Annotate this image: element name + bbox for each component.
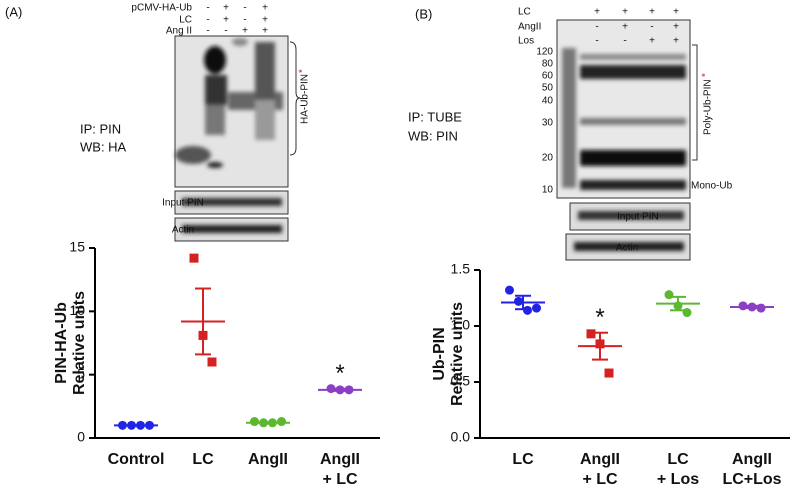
x-tick-label: LC [512,451,534,468]
data-point [505,285,514,295]
y-tick-label: 1.0 [451,317,471,333]
treatment-sign: + [673,22,679,33]
treatment-sign: + [622,22,628,33]
bracket [692,44,698,161]
bracket [289,41,301,156]
y-tick-label: 0.0 [451,429,471,445]
treatment-sign: + [242,26,248,37]
treatment-sign: - [206,26,209,37]
x-tick-label: AngII [580,451,620,468]
y-axis-label: Relative units [71,291,88,395]
x-tick-label: LC+Los [722,471,781,488]
treatment-sign: - [623,36,626,47]
mw-marker: 80 [542,59,554,70]
mw-marker: 30 [542,118,554,129]
treatment-sign: + [262,26,268,37]
blot-band [574,242,684,251]
blot-band [182,225,282,233]
treatment-sign: + [622,7,628,18]
mw-marker: 50 [542,83,554,94]
band-label: HA-Ub-PIN [300,74,311,124]
data-point [277,417,286,427]
treatment-label: AngII [518,22,541,33]
x-tick-label: Control [108,451,165,468]
data-point [250,417,259,427]
wb-label: WB: PIN [408,128,458,143]
y-tick-label: 0 [77,429,85,445]
x-tick-label: AngII [732,451,772,468]
y-axis-label: Relative units [449,302,466,406]
y-axis-label: PIN-HA-Ub [53,302,70,384]
treatment-sign: + [649,7,655,18]
data-point [523,305,532,315]
treatment-label: LC [518,7,531,18]
blot-bands [175,38,283,168]
treatment-sign: + [223,15,229,26]
treatment-sign: - [595,22,598,33]
data-point [604,368,614,378]
treatment-sign: + [262,3,268,14]
data-point [189,253,199,263]
treatment-sign: + [262,15,268,26]
y-tick-label: 1.5 [451,261,471,277]
strip-label: Actin [172,225,194,236]
y-tick-label: 0.5 [451,373,471,389]
treatment-sign: - [206,3,209,14]
x-tick-label: + Los [657,471,699,488]
treatment-label: Ang II [166,26,192,37]
mw-marker: 20 [542,153,554,164]
data-point [514,296,523,306]
y-axis-label: Ub-PIN [431,327,448,380]
strip-label: Input PIN [617,212,659,223]
treatment-sign: - [224,26,227,37]
panel-label: (B) [415,6,432,21]
band-mark: * [701,73,712,77]
treatment-label: LC [179,15,192,26]
ip-label: IP: TUBE [408,109,462,124]
data-point [586,329,596,339]
mw-marker: 40 [542,96,554,107]
treatment-sign: - [243,15,246,26]
band-label: Poly-Ub-PIN [703,79,714,135]
x-tick-label: LC [192,451,214,468]
treatment-sign: + [673,7,679,18]
x-tick-label: AngII [248,451,288,468]
blot-band [182,198,282,206]
x-tick-label: AngII [320,451,360,468]
treatment-sign: - [206,15,209,26]
treatment-sign: + [649,36,655,47]
treatment-sign: + [673,36,679,47]
y-tick-label: 5 [77,365,85,381]
band-mark: * [298,69,309,73]
treatment-sign: - [650,22,653,33]
y-tick-label: 15 [69,239,85,255]
significance-mark: * [595,304,604,331]
mw-marker: 60 [542,71,554,82]
strip-label: Actin [616,243,638,254]
treatment-label: pCMV-HA-Ub [131,3,192,14]
data-point [207,357,217,367]
mw-marker: 120 [536,47,553,58]
x-tick-label: LC [667,451,689,468]
significance-mark: * [335,360,344,387]
treatment-sign: + [594,7,600,18]
mono-label: Mono-Ub [691,181,733,192]
wb-label: WB: HA [80,139,127,154]
blot-bands [562,48,686,190]
strip-label: Input PIN [162,198,204,209]
blot-main [556,19,691,199]
treatment-label: Los [518,36,534,47]
blot-band [578,211,684,220]
mw-marker: 10 [542,185,554,196]
x-tick-label: + LC [322,471,358,488]
data-point [532,303,541,313]
panel-label: (A) [5,4,22,19]
treatment-sign: - [595,36,598,47]
ip-label: IP: PIN [80,121,121,136]
treatment-sign: - [243,3,246,14]
y-tick-label: 10 [69,302,85,318]
x-tick-label: + LC [582,471,618,488]
treatment-sign: + [223,3,229,14]
